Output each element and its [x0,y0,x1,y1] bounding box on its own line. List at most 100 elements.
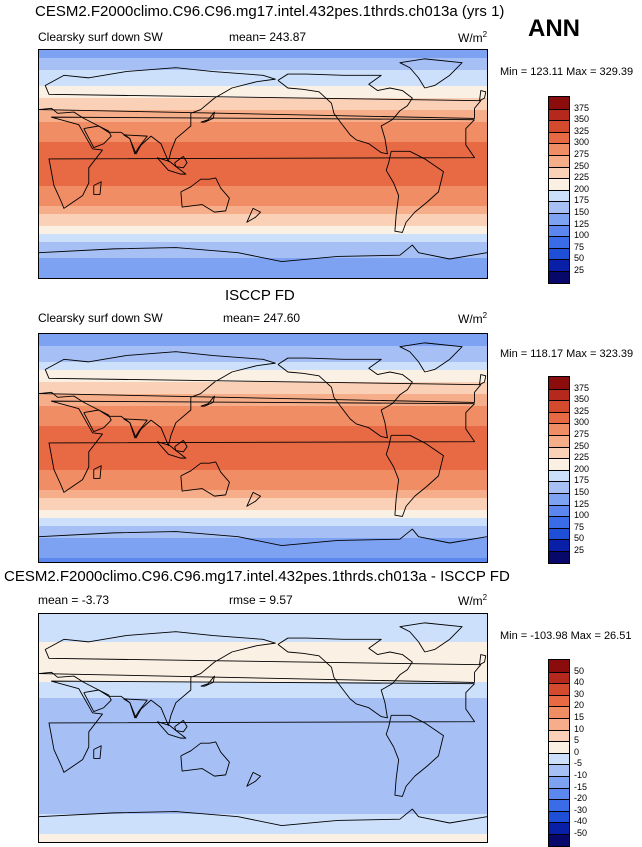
panel1-map-svg [39,50,487,278]
colorbar-tick-label: 250 [574,160,590,171]
zonal-band [39,90,487,95]
zonal-band [39,362,487,367]
colorbar-swatch [549,446,569,459]
season-label: ANN [528,15,580,42]
coastline-layer [39,342,487,546]
zonal-band [39,838,487,842]
colorbar-swatches [548,376,570,564]
zonal-band [39,470,487,475]
zonal-band [39,666,487,671]
zonal-band [39,510,487,515]
zonal-band [39,174,487,179]
colorbar-swatch [549,764,569,776]
zonal-band [39,242,487,247]
zonal-band [39,54,487,59]
zonal-band [39,58,487,63]
coastline [123,698,148,719]
coastline [200,395,215,407]
zonal-band [39,714,487,719]
zonal-band [39,146,487,151]
zonal-band [39,542,487,547]
zonal-band [39,94,487,99]
colorbar-tick-label: 200 [574,183,590,194]
zonal-band [39,166,487,171]
panel2-map [38,333,488,563]
colorbar-swatch [549,834,569,846]
colorbar-tick-label: -30 [574,804,588,815]
colorbar-swatch [549,108,569,121]
coastline [277,637,413,719]
zonal-band [39,182,487,187]
zonal-band [39,254,487,259]
coastline [479,654,487,666]
zonal-band [39,806,487,811]
colorbar-swatch [549,551,569,563]
colorbar-tick-label: 350 [574,394,590,405]
zonal-band [39,414,487,419]
colorbar-tick-label: 250 [574,440,590,451]
colorbar-swatch [549,411,569,424]
zonal-band [39,494,487,499]
zonal-band [39,214,487,219]
colorbar-tick-label: 325 [574,125,590,136]
panel1-units: W/m2 [458,30,488,45]
coastline [174,155,188,169]
colorbar-swatch [549,822,569,834]
colorbar-tick-label: 225 [574,452,590,463]
coastline [385,714,444,797]
colorbar-tick-label: 375 [574,382,590,393]
zonal-band [39,726,487,731]
colorbar-tick-label: 25 [574,545,585,555]
coastline [156,157,187,175]
zonal-band [39,770,487,775]
colorbar-tick-label: -10 [574,770,588,780]
zonal-band [39,390,487,395]
zonal-band [39,430,487,435]
zonal-band [39,634,487,639]
zonal-band [39,406,487,411]
colorbar-swatch [549,97,569,109]
zonal-band [39,438,487,443]
colorbar-tick-label: 50 [574,253,585,264]
zonal-band [39,202,487,207]
zonal-band [39,230,487,235]
panel3-title: CESM2.F2000climo.C96.C96.mg17.intel.432p… [4,568,510,585]
panel2-variable: Clearsky surf down SW [38,311,163,325]
panel3-minmax: Min = -103.98 Max = 26.51 [500,630,632,642]
zonal-band [39,218,487,223]
coastline [83,125,112,148]
zonal-band [39,238,487,243]
zonal-band [39,822,487,827]
colorbar-tick-label: 375 [574,102,590,113]
panel3-rmse: rmse = 9.57 [229,593,293,607]
zonal-band [39,114,487,119]
zonal-band [39,750,487,755]
zonal-band [39,206,487,211]
zonal-band [39,626,487,631]
zonal-band [39,86,487,91]
colorbar-swatch [549,799,569,811]
zonal-band [39,374,487,379]
zonal-band [39,474,487,479]
colorbar-swatch [549,683,569,695]
colorbar-swatches [548,96,570,284]
colorbar-tick-label: 200 [574,463,590,474]
colorbar-swatch [549,377,569,389]
zonal-band [39,514,487,519]
zonal-band [39,386,487,391]
zonal-band [39,662,487,667]
zonal-band [39,50,487,55]
zonal-band [39,738,487,743]
zonal-band [39,654,487,659]
zonal-band [39,186,487,191]
zonal-band [39,790,487,795]
zonal-band [39,422,487,427]
zonal-band [39,734,487,739]
zonal-band [39,814,487,819]
zonal-band [39,198,487,203]
colorbar-swatch [549,458,569,470]
colorbar-tick-label: 40 [574,677,585,688]
panel3-map [38,613,488,843]
colorbar-swatch [549,213,569,225]
coastline [246,491,261,507]
